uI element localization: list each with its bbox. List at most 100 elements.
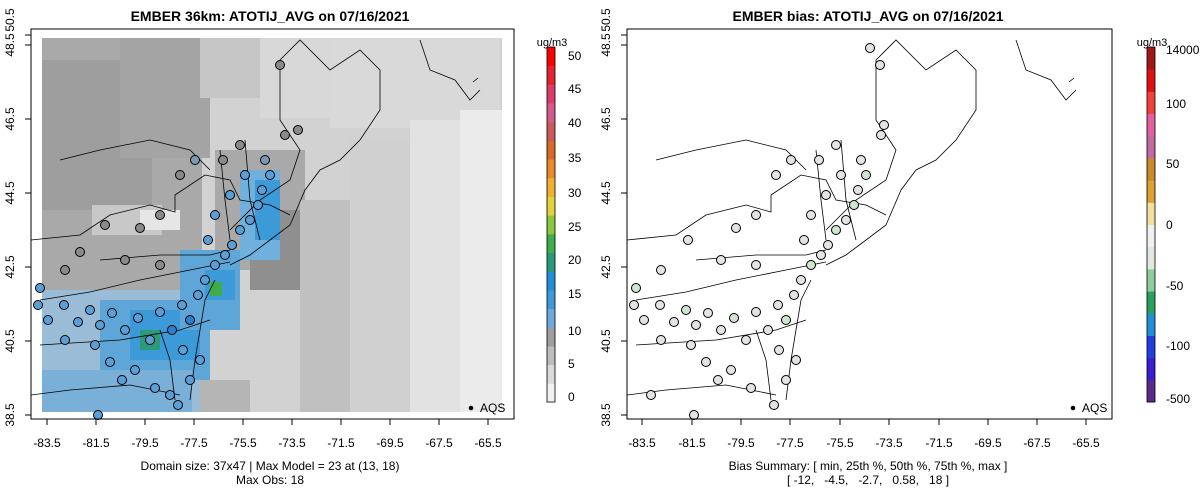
colorbar-segment xyxy=(1147,268,1155,292)
left-footer-line1: Domain size: 37x47 | Max Model = 23 at (… xyxy=(141,459,400,473)
right-y-tick-labels: 38.5 40.5 42.5 44.5 46.5 48.5 50.5 xyxy=(599,8,613,427)
svg-text:46.5: 46.5 xyxy=(599,107,613,131)
right-footer-line1: Bias Summary: [ min, 25th %, 50th %, 75t… xyxy=(729,459,1008,473)
svg-text:35: 35 xyxy=(568,151,582,165)
left-title: EMBER 36km: ATOTIJ_AVG on 07/16/2021 xyxy=(131,8,410,24)
svg-text:40: 40 xyxy=(568,116,582,130)
svg-text:48.5: 48.5 xyxy=(599,33,613,57)
svg-text:15: 15 xyxy=(568,287,582,301)
svg-text:-67.5: -67.5 xyxy=(1023,436,1051,450)
svg-text:10: 10 xyxy=(568,324,582,338)
svg-text:-75.5: -75.5 xyxy=(826,436,854,450)
svg-text:-500: -500 xyxy=(1166,392,1190,406)
right-legend-marker xyxy=(1070,405,1076,411)
svg-text:-65.5: -65.5 xyxy=(474,436,502,450)
colorbar-segment xyxy=(547,233,555,254)
svg-text:0: 0 xyxy=(568,390,575,404)
svg-text:25: 25 xyxy=(568,220,582,234)
colorbar-segment xyxy=(547,103,555,123)
svg-text:30: 30 xyxy=(568,186,582,200)
left-x-tick-labels: -83.5 -81.5 -79.5 -77.5 -75.5 -73.5 -71.… xyxy=(33,436,502,450)
svg-text:-73.5: -73.5 xyxy=(875,436,903,450)
colorbar-segment xyxy=(547,65,555,85)
right-y-axis xyxy=(621,34,627,416)
left-footer-line2: Max Obs: 18 xyxy=(236,473,304,487)
svg-text:50: 50 xyxy=(568,49,582,63)
colorbar-segment xyxy=(1147,246,1155,270)
colorbar-segment xyxy=(547,177,555,197)
left-obs-points xyxy=(33,60,303,420)
colorbar-segment xyxy=(1147,357,1155,381)
svg-text:100: 100 xyxy=(1166,97,1186,111)
svg-text:-81.5: -81.5 xyxy=(678,436,706,450)
colorbar-segment xyxy=(547,84,555,104)
left-model-field xyxy=(31,29,514,419)
svg-text:-69.5: -69.5 xyxy=(376,436,404,450)
colorbar-segment xyxy=(547,196,555,216)
colorbar-segment xyxy=(1147,157,1155,181)
svg-text:5: 5 xyxy=(568,357,575,371)
left-colorbar xyxy=(546,46,556,403)
right-legend-label: AQS xyxy=(1082,401,1107,415)
right-boundaries xyxy=(627,39,1077,401)
right-colorbar-labels: -500 -100 -50 0 50 100 14000 xyxy=(1166,43,1200,406)
colorbar-frame xyxy=(1146,46,1156,403)
svg-text:42.5: 42.5 xyxy=(3,255,17,279)
svg-text:0: 0 xyxy=(1166,218,1173,232)
left-colorbar-labels: 0 5 10 15 20 25 30 35 40 45 50 xyxy=(568,49,582,404)
svg-text:42.5: 42.5 xyxy=(599,255,613,279)
svg-text:-69.5: -69.5 xyxy=(974,436,1002,450)
svg-text:50.5: 50.5 xyxy=(3,8,17,32)
svg-text:50.5: 50.5 xyxy=(599,8,613,32)
colorbar-segment xyxy=(1147,379,1155,403)
svg-text:40.5: 40.5 xyxy=(599,329,613,353)
left-y-axis xyxy=(25,34,31,416)
left-legend-marker xyxy=(468,405,474,411)
colorbar-segment xyxy=(1147,91,1155,115)
colorbar-segment xyxy=(547,327,555,347)
right-x-axis xyxy=(641,419,1087,425)
svg-text:44.5: 44.5 xyxy=(599,181,613,205)
left-panel: EMBER 36km: ATOTIJ_AVG on 07/16/2021 xyxy=(3,8,582,487)
svg-text:-50: -50 xyxy=(1166,279,1184,293)
right-colorbar xyxy=(1146,46,1156,403)
svg-text:-75.5: -75.5 xyxy=(229,436,257,450)
svg-text:-77.5: -77.5 xyxy=(180,436,208,450)
svg-text:20: 20 xyxy=(568,253,582,267)
svg-text:48.5: 48.5 xyxy=(3,33,17,57)
colorbar-segment xyxy=(1147,202,1155,225)
svg-text:-81.5: -81.5 xyxy=(82,436,110,450)
left-x-axis xyxy=(46,419,489,425)
left-plot-frame xyxy=(30,28,515,420)
svg-text:-83.5: -83.5 xyxy=(628,436,656,450)
colorbar-segment xyxy=(1147,224,1155,248)
colorbar-segment xyxy=(547,364,555,384)
colorbar-segment xyxy=(1147,313,1155,336)
right-panel: EMBER bias: ATOTIJ_AVG on 07/16/2021 xyxy=(599,8,1200,487)
colorbar-segment xyxy=(547,121,555,141)
colorbar-segment xyxy=(1147,69,1155,92)
svg-text:-71.5: -71.5 xyxy=(327,436,355,450)
colorbar-segment xyxy=(1147,135,1155,159)
colorbar-segment xyxy=(547,159,555,179)
svg-text:-67.5: -67.5 xyxy=(425,436,453,450)
right-x-tick-labels: -83.5 -81.5 -79.5 -77.5 -75.5 -73.5 -71.… xyxy=(628,436,1100,450)
colorbar-segment xyxy=(547,215,555,235)
right-title: EMBER bias: ATOTIJ_AVG on 07/16/2021 xyxy=(732,8,1003,24)
colorbar-segment xyxy=(547,345,555,366)
right-footer-line2: [ -12, -4.5, -2.7, 0.58, 18 ] xyxy=(787,473,949,487)
colorbar-segment xyxy=(1147,335,1155,359)
colorbar-frame xyxy=(546,46,556,403)
svg-text:-65.5: -65.5 xyxy=(1072,436,1100,450)
svg-text:-79.5: -79.5 xyxy=(727,436,755,450)
right-bias-points xyxy=(629,43,889,420)
svg-text:-100: -100 xyxy=(1166,339,1190,353)
svg-text:-77.5: -77.5 xyxy=(776,436,804,450)
colorbar-segment xyxy=(1147,180,1155,203)
colorbar-segment xyxy=(547,271,555,291)
left-colorbar-unit: ug/m3 xyxy=(537,37,568,49)
colorbar-segment xyxy=(547,308,555,328)
svg-text:38.5: 38.5 xyxy=(599,403,613,427)
svg-text:-83.5: -83.5 xyxy=(33,436,61,450)
svg-text:44.5: 44.5 xyxy=(3,181,17,205)
